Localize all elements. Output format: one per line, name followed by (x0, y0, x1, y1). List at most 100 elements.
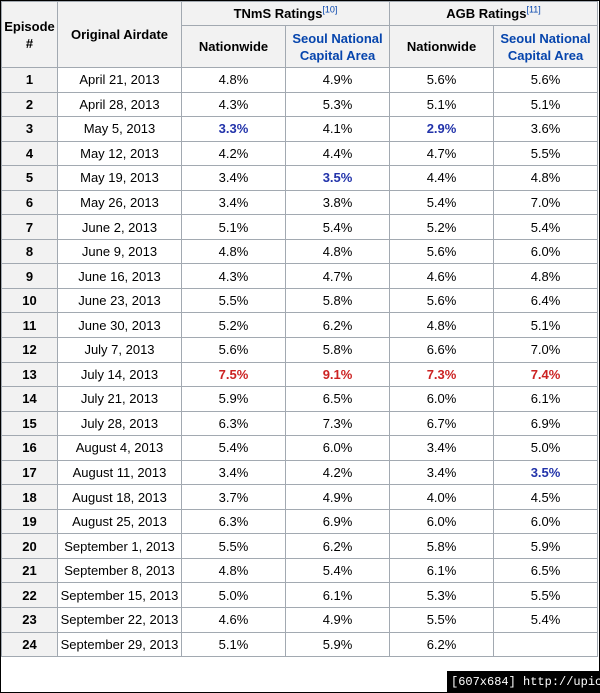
agb-seoul-cell (493, 631, 599, 658)
table-row: 16 August 4, 2013 5.4% 6.0% 3.4% 5.0% (1, 435, 599, 461)
episode-number-cell: 4 (1, 140, 58, 167)
agb-nationwide-cell: 3.4% (389, 459, 495, 486)
airdate-cell: April 21, 2013 (57, 67, 182, 93)
tnms-seoul-cell: 4.2% (284, 459, 391, 486)
episode-number-cell: 24 (1, 631, 58, 658)
tnms-seoul-cell: 3.8% (284, 189, 391, 216)
agb-nationwide-cell: 5.6% (389, 287, 495, 314)
table-row: 23 September 22, 2013 4.6% 4.9% 5.5% 5.4% (1, 607, 599, 633)
airdate-cell: June 30, 2013 (57, 312, 182, 339)
agb-nationwide-cell: 6.0% (389, 386, 495, 412)
episode-number-cell: 5 (1, 165, 58, 191)
episode-number-cell: 3 (1, 116, 58, 142)
tnms-nationwide-cell: 4.8% (181, 67, 286, 93)
tnms-nationwide-cell: 6.3% (181, 508, 286, 535)
tnms-nationwide-header: Nationwide (181, 25, 286, 68)
tnms-nationwide-cell: 6.3% (181, 410, 286, 437)
tnms-seoul-cell: 4.9% (284, 484, 391, 510)
episode-number-cell: 13 (1, 361, 58, 388)
episode-number-cell: 2 (1, 91, 58, 118)
tnms-nationwide-cell: 3.4% (181, 459, 286, 486)
airdate-column-header: Original Airdate (57, 1, 182, 68)
tnms-nationwide-cell: 4.6% (181, 607, 286, 633)
table-row: 19 August 25, 2013 6.3% 6.9% 6.0% 6.0% (1, 508, 599, 535)
tnms-nationwide-cell: 5.9% (181, 386, 286, 412)
agb-nationwide-cell: 4.6% (389, 263, 495, 289)
table-row: 10 June 23, 2013 5.5% 5.8% 5.6% 6.4% (1, 287, 599, 314)
airdate-cell: September 29, 2013 (57, 631, 182, 658)
tnms-seoul-cell: 6.9% (284, 508, 391, 535)
agb-seoul-cell: 5.1% (493, 91, 599, 118)
agb-nationwide-cell: 5.6% (389, 67, 495, 93)
agb-nationwide-cell: 7.3% (389, 361, 495, 388)
episode-number-cell: 1 (1, 67, 58, 93)
airdate-cell: July 14, 2013 (57, 361, 182, 388)
agb-nationwide-cell: 4.7% (389, 140, 495, 167)
airdate-cell: September 22, 2013 (57, 607, 182, 633)
airdate-cell: August 25, 2013 (57, 508, 182, 535)
tnms-reference-link[interactable]: [10] (322, 4, 338, 15)
agb-seoul-cell: 3.5% (493, 459, 599, 486)
agb-seoul-cell: 6.1% (493, 386, 599, 412)
agb-nationwide-cell: 5.3% (389, 582, 495, 609)
episode-number-cell: 20 (1, 533, 58, 559)
table-row: 24 September 29, 2013 5.1% 5.9% 6.2% (1, 631, 599, 658)
episode-number-cell: 16 (1, 435, 58, 461)
agb-seoul-header-link[interactable]: Seoul National Capital Area (493, 25, 599, 68)
table-row: 1 April 21, 2013 4.8% 4.9% 5.6% 5.6% (1, 67, 599, 93)
airdate-cell: July 21, 2013 (57, 386, 182, 412)
agb-ratings-header: AGB Ratings[11] (389, 1, 599, 26)
airdate-cell: May 5, 2013 (57, 116, 182, 142)
tnms-seoul-cell: 6.1% (284, 582, 391, 609)
tnms-seoul-cell: 6.0% (284, 435, 391, 461)
episode-column-header: Episode # (1, 1, 58, 68)
table-row: 22 September 15, 2013 5.0% 6.1% 5.3% 5.5% (1, 582, 599, 609)
tnms-nationwide-cell: 5.2% (181, 312, 286, 339)
agb-nationwide-cell: 5.4% (389, 189, 495, 216)
tnms-ratings-header: TNmS Ratings[10] (180, 1, 391, 26)
tnms-nationwide-cell: 4.2% (181, 140, 286, 167)
agb-seoul-cell: 6.0% (493, 238, 599, 265)
tnms-seoul-cell: 5.8% (284, 287, 391, 314)
airdate-cell: September 15, 2013 (57, 582, 182, 609)
agb-seoul-cell: 6.9% (493, 410, 599, 437)
ratings-table: Episode # Original Airdate TNmS Ratings[… (1, 1, 599, 658)
tnms-nationwide-cell: 5.1% (181, 214, 286, 240)
episode-number-cell: 8 (1, 238, 58, 265)
tnms-seoul-cell: 4.4% (284, 140, 391, 167)
agb-nationwide-cell: 4.0% (389, 484, 495, 510)
agb-nationwide-cell: 5.8% (389, 533, 495, 559)
agb-seoul-cell: 7.0% (493, 189, 599, 216)
table-row: 5 May 19, 2013 3.4% 3.5% 4.4% 4.8% (1, 165, 599, 191)
tnms-seoul-header-link[interactable]: Seoul National Capital Area (284, 25, 391, 68)
tnms-seoul-cell: 4.9% (284, 607, 391, 633)
airdate-cell: April 28, 2013 (57, 91, 182, 118)
table-row: 13 July 14, 2013 7.5% 9.1% 7.3% 7.4% (1, 361, 599, 388)
table-row: 3 May 5, 2013 3.3% 4.1% 2.9% 3.6% (1, 116, 599, 142)
episode-number-cell: 10 (1, 287, 58, 314)
airdate-cell: August 4, 2013 (57, 435, 182, 461)
episode-number-cell: 19 (1, 508, 58, 535)
tnms-seoul-cell: 5.4% (284, 214, 391, 240)
agb-seoul-cell: 5.9% (493, 533, 599, 559)
airdate-cell: July 28, 2013 (57, 410, 182, 437)
agb-seoul-cell: 5.1% (493, 312, 599, 339)
agb-nationwide-cell: 6.1% (389, 557, 495, 584)
agb-seoul-cell: 5.4% (493, 214, 599, 240)
agb-seoul-cell: 6.0% (493, 508, 599, 535)
airdate-cell: June 23, 2013 (57, 287, 182, 314)
tnms-seoul-cell: 4.9% (284, 67, 391, 93)
tnms-seoul-cell: 4.1% (284, 116, 391, 142)
episode-number-cell: 17 (1, 459, 58, 486)
episode-number-cell: 9 (1, 263, 58, 289)
airdate-cell: June 2, 2013 (57, 214, 182, 240)
tnms-nationwide-cell: 4.3% (181, 91, 286, 118)
agb-reference-link[interactable]: [11] (526, 4, 541, 15)
agb-seoul-cell: 7.4% (493, 361, 599, 388)
table-row: 7 June 2, 2013 5.1% 5.4% 5.2% 5.4% (1, 214, 599, 240)
tnms-nationwide-cell: 5.4% (181, 435, 286, 461)
tnms-nationwide-cell: 7.5% (181, 361, 286, 388)
table-row: 14 July 21, 2013 5.9% 6.5% 6.0% 6.1% (1, 386, 599, 412)
agb-seoul-cell: 5.0% (493, 435, 599, 461)
agb-seoul-cell: 6.5% (493, 557, 599, 584)
